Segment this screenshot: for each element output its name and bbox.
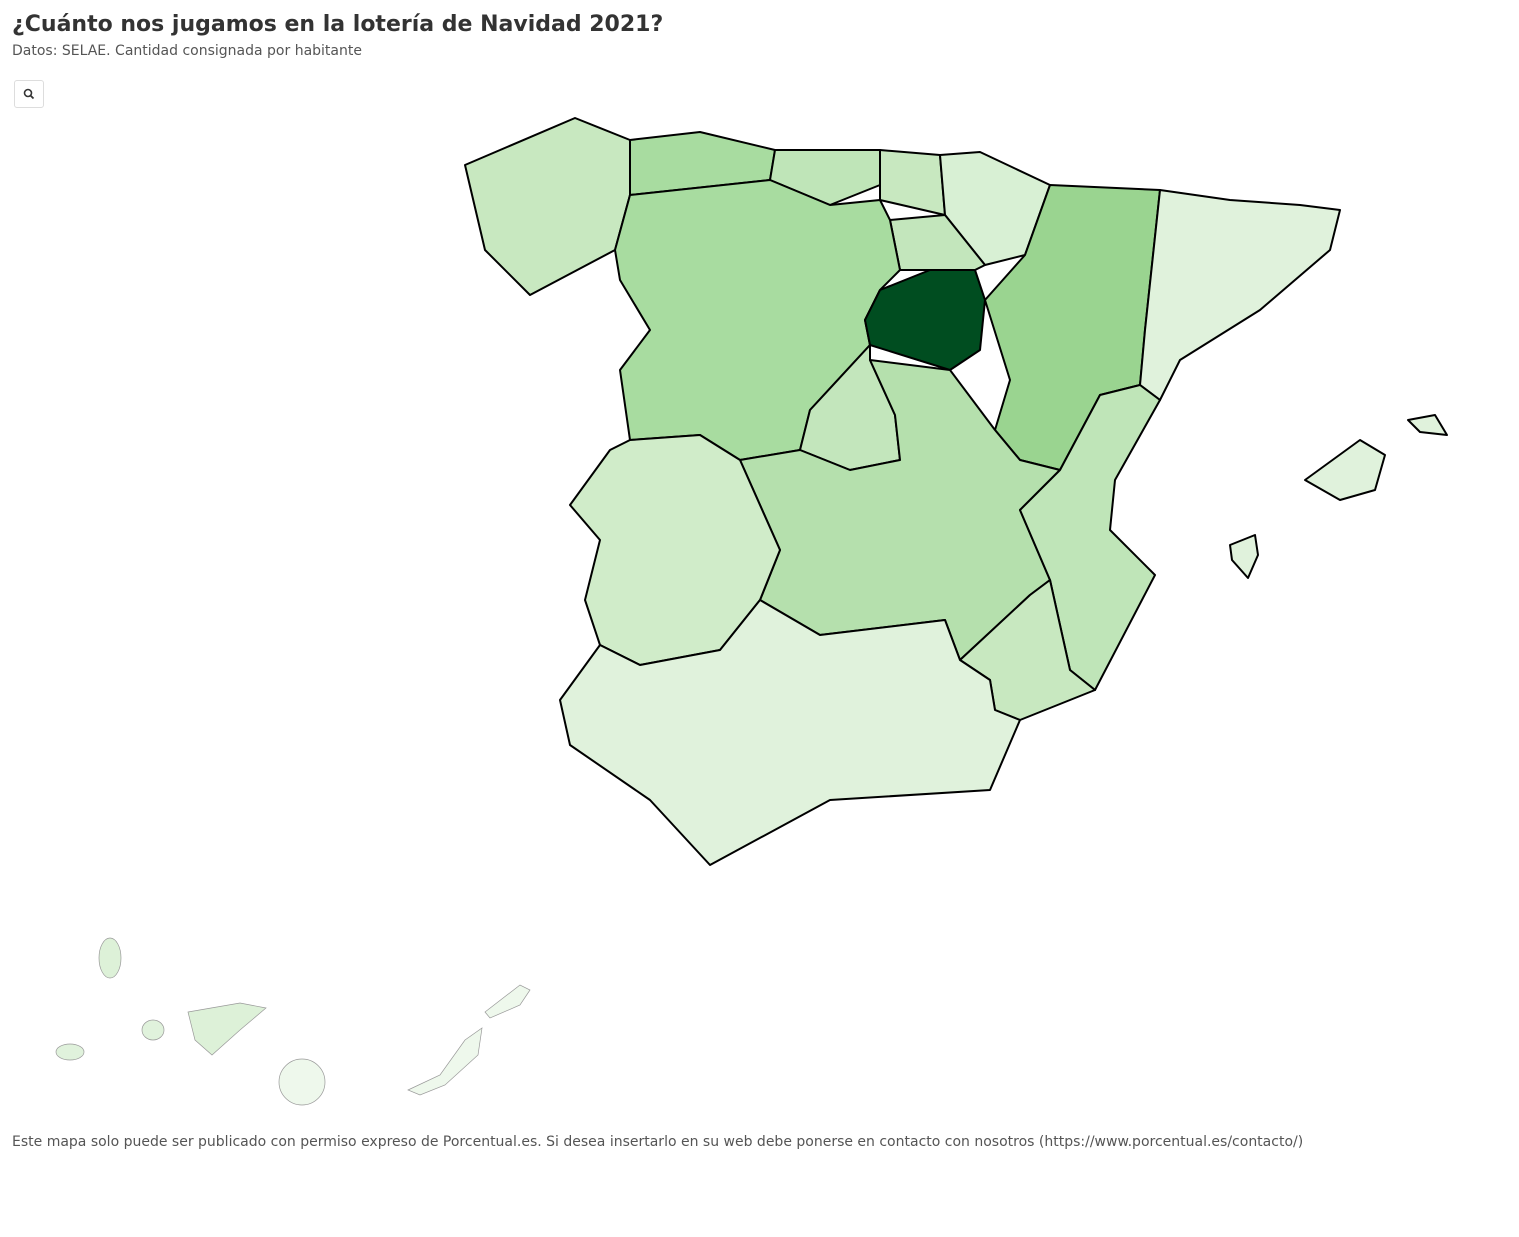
title: ¿Cuánto nos jugamos en la lotería de Nav… xyxy=(12,12,664,37)
island[interactable] xyxy=(484,984,531,1019)
region[interactable] xyxy=(559,599,1021,866)
subtitle: Datos: SELAE. Cantidad consignada por ha… xyxy=(12,43,362,59)
regions xyxy=(464,117,1448,866)
region[interactable] xyxy=(1139,189,1341,401)
island[interactable] xyxy=(278,1058,326,1106)
island[interactable] xyxy=(141,1019,165,1041)
search-button[interactable] xyxy=(14,80,44,108)
region[interactable] xyxy=(464,117,631,296)
region[interactable] xyxy=(1407,414,1448,436)
island[interactable] xyxy=(407,1027,483,1096)
island[interactable] xyxy=(187,1002,267,1056)
region[interactable] xyxy=(879,149,946,216)
search-icon xyxy=(23,88,35,100)
footer: Este mapa solo puede ser publicado con p… xyxy=(12,1134,1304,1150)
island[interactable] xyxy=(55,1043,85,1061)
region[interactable] xyxy=(1304,439,1386,501)
region[interactable] xyxy=(864,269,986,371)
canary-islands xyxy=(55,937,531,1106)
island[interactable] xyxy=(98,937,122,979)
region[interactable] xyxy=(1229,534,1259,579)
region[interactable] xyxy=(1019,384,1161,691)
